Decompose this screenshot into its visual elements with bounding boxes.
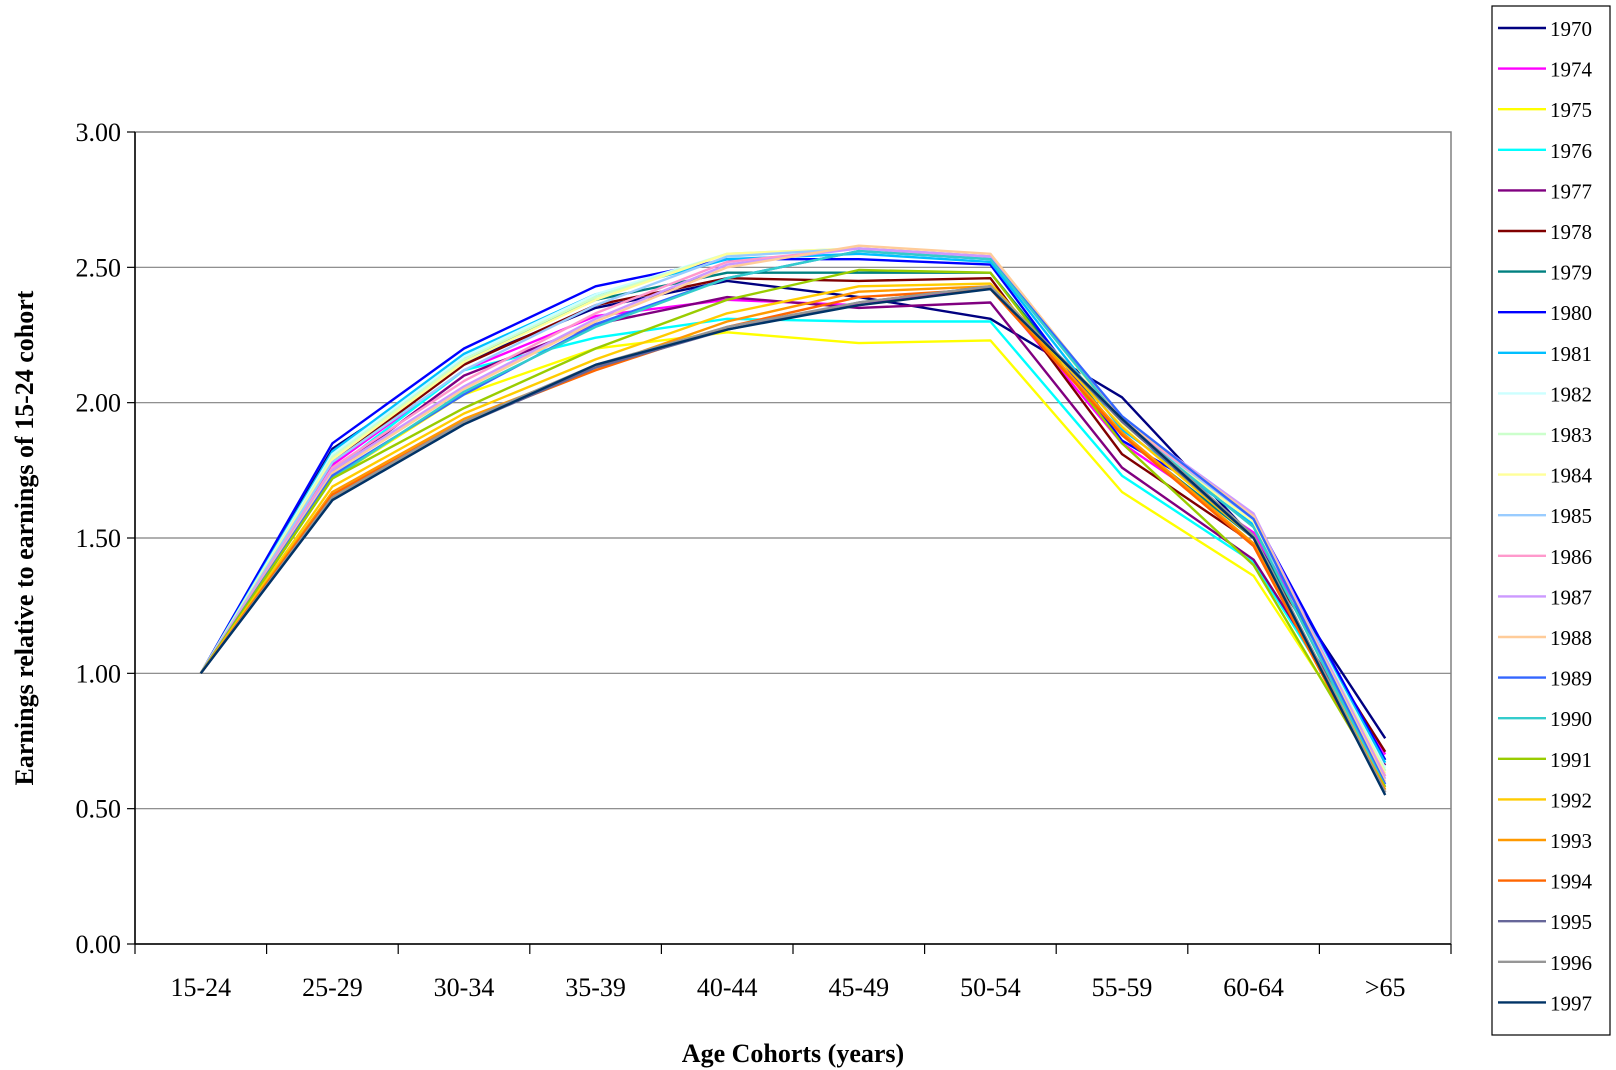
y-tick-label: 0.00 <box>76 930 122 959</box>
y-tick-label: 3.00 <box>76 118 122 147</box>
x-tick-label: 30-34 <box>434 973 495 1002</box>
legend: 1970 1974 1975 1976 1977 1978 1979 1980 1981 1982… <box>1491 5 1611 1036</box>
axes <box>127 131 1452 954</box>
legend-label: 1984 <box>1550 464 1593 488</box>
series-line-1989 <box>199 249 1387 785</box>
series-line-1995 <box>199 285 1387 793</box>
series-line-1983 <box>199 247 1387 772</box>
x-tick-label: 15-24 <box>170 973 231 1002</box>
legend-label: 1983 <box>1550 423 1592 447</box>
series-line-1974 <box>199 285 1387 756</box>
x-axis-title: Age Cohorts (years) <box>682 1039 904 1068</box>
series-line-1997 <box>199 287 1387 796</box>
legend-label: 1990 <box>1550 707 1592 731</box>
legend-label: 1970 <box>1550 17 1592 41</box>
series-line-1993 <box>199 285 1387 791</box>
legend-label: 1989 <box>1550 667 1592 691</box>
legend-label: 1980 <box>1550 301 1592 325</box>
legend-label: 1996 <box>1550 951 1592 975</box>
legend-label: 1982 <box>1550 382 1592 406</box>
x-tick-label: 60-64 <box>1223 973 1284 1002</box>
legend-label: 1979 <box>1550 261 1592 285</box>
legend-label: 1994 <box>1550 870 1593 894</box>
legend-label: 1988 <box>1550 626 1592 650</box>
legend-label: 1975 <box>1550 98 1592 122</box>
legend-label: 1985 <box>1550 504 1592 528</box>
x-tick-label: 45-49 <box>828 973 889 1002</box>
series-line-1990 <box>199 249 1387 788</box>
legend-label: 1981 <box>1550 342 1592 366</box>
series-line-1978 <box>199 277 1387 753</box>
legend-box <box>1491 5 1611 1036</box>
legend-label: 1995 <box>1550 910 1592 934</box>
x-tick-label: 25-29 <box>302 973 363 1002</box>
y-tick-labels: 0.00 0.50 1.00 1.50 2.00 2.50 3.00 <box>76 118 122 959</box>
legend-label: 1997 <box>1550 991 1592 1015</box>
x-tick-label: 35-39 <box>565 973 626 1002</box>
legend-label: 1976 <box>1550 139 1592 163</box>
series-lines <box>199 244 1387 796</box>
legend-label: 1986 <box>1550 545 1592 569</box>
series-line-1976 <box>199 317 1387 772</box>
x-tick-labels: 15-24 25-29 30-34 35-39 40-44 45-49 50-54 55-59… <box>170 973 1405 1002</box>
series-line-1979 <box>199 271 1387 761</box>
series-line-1996 <box>199 285 1387 793</box>
y-tick-label: 2.00 <box>76 389 122 418</box>
series-line-1970 <box>199 279 1387 739</box>
y-tick-label: 1.50 <box>76 524 122 553</box>
y-tick-label: 0.50 <box>76 795 122 824</box>
gridlines <box>135 266 1451 810</box>
y-axis-title: Earnings relative to earnings of 15-24 c… <box>10 290 39 785</box>
y-tick-label: 1.00 <box>76 659 122 688</box>
legend-label: 1987 <box>1550 585 1592 609</box>
legend-label: 1978 <box>1550 220 1592 244</box>
legend-label: 1991 <box>1550 748 1592 772</box>
x-tick-label: 55-59 <box>1092 973 1153 1002</box>
series-line-1987 <box>199 247 1387 780</box>
series-line-1988 <box>199 244 1387 783</box>
series-line-1994 <box>199 287 1387 793</box>
legend-label: 1993 <box>1550 829 1592 853</box>
x-tick-label: 40-44 <box>697 973 758 1002</box>
series-line-1980 <box>199 258 1387 761</box>
series-line-1975 <box>199 331 1387 777</box>
y-tick-label: 2.50 <box>76 253 122 282</box>
legend-label: 1974 <box>1550 58 1593 82</box>
legend-label: 1992 <box>1550 788 1592 812</box>
series-line-1991 <box>199 268 1387 788</box>
series-line-1992 <box>199 282 1387 791</box>
legend-label: 1977 <box>1550 179 1592 203</box>
x-tick-label: 50-54 <box>960 973 1021 1002</box>
x-tick-label: >65 <box>1365 973 1406 1002</box>
